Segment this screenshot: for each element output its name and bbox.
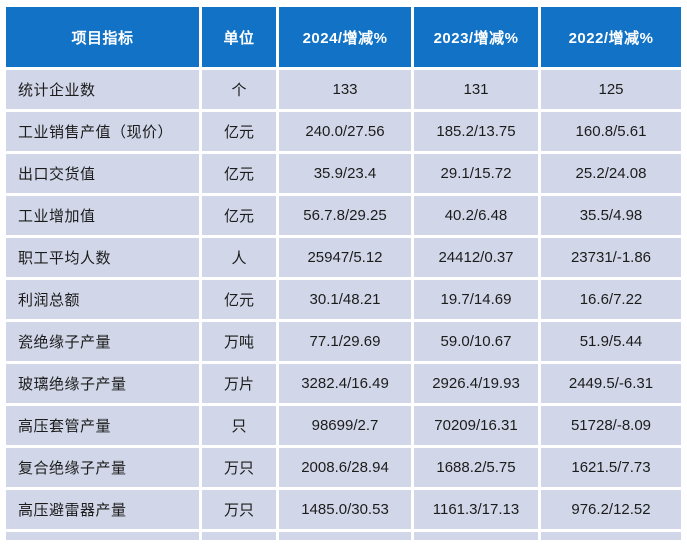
value-cell-2022: 2449.5/-6.31: [541, 364, 681, 403]
unit-cell: 万吨: [202, 322, 276, 361]
value-cell-2023: 40.2/6.48: [414, 196, 538, 235]
unit-cell: 亿元: [202, 196, 276, 235]
value-cell-2024: 25947/5.12: [279, 238, 411, 277]
value-cell-2022: 160.8/5.61: [541, 112, 681, 151]
header-row: 项目指标 单位 2024/增减% 2023/增减% 2022/增减%: [6, 7, 681, 67]
table-row: 工业增加值 亿元 56.7.8/29.25 40.2/6.48 35.5/4.9…: [6, 196, 681, 235]
column-header-2022: 2022/增减%: [541, 7, 681, 67]
unit-cell: 只: [202, 406, 276, 445]
value-cell-2022: 976.2/12.52: [541, 490, 681, 529]
indicator-cell: 工业销售产值（现价）: [6, 112, 199, 151]
value-cell-2022: 25.2/24.08: [541, 154, 681, 193]
unit-cell: 万只: [202, 448, 276, 487]
partial-cell: [202, 532, 276, 540]
value-cell-2022: 51.9/5.44: [541, 322, 681, 361]
value-cell-2023: 24412/0.37: [414, 238, 538, 277]
partial-cutoff-row: [6, 532, 681, 540]
value-cell-2022: 51728/-8.09: [541, 406, 681, 445]
value-cell-2022: 35.5/4.98: [541, 196, 681, 235]
value-cell-2023: 29.1/15.72: [414, 154, 538, 193]
indicator-cell: 高压套管产量: [6, 406, 199, 445]
table-row: 玻璃绝缘子产量 万片 3282.4/16.49 2926.4/19.93 244…: [6, 364, 681, 403]
partial-cell: [541, 532, 681, 540]
value-cell-2024: 35.9/23.4: [279, 154, 411, 193]
value-cell-2024: 2008.6/28.94: [279, 448, 411, 487]
value-cell-2024: 56.7.8/29.25: [279, 196, 411, 235]
value-cell-2024: 30.1/48.21: [279, 280, 411, 319]
value-cell-2023: 19.7/14.69: [414, 280, 538, 319]
value-cell-2023: 1688.2/5.75: [414, 448, 538, 487]
unit-cell: 万片: [202, 364, 276, 403]
partial-cell: [6, 532, 199, 540]
value-cell-2023: 59.0/10.67: [414, 322, 538, 361]
indicator-cell: 高压避雷器产量: [6, 490, 199, 529]
table-row: 出口交货值 亿元 35.9/23.4 29.1/15.72 25.2/24.08: [6, 154, 681, 193]
indicator-cell: 统计企业数: [6, 70, 199, 109]
table-row: 复合绝缘子产量 万只 2008.6/28.94 1688.2/5.75 1621…: [6, 448, 681, 487]
table-row: 瓷绝缘子产量 万吨 77.1/29.69 59.0/10.67 51.9/5.4…: [6, 322, 681, 361]
value-cell-2023: 70209/16.31: [414, 406, 538, 445]
value-cell-2023: 1161.3/17.13: [414, 490, 538, 529]
value-cell-2024: 1485.0/30.53: [279, 490, 411, 529]
indicator-cell: 瓷绝缘子产量: [6, 322, 199, 361]
partial-cell: [414, 532, 538, 540]
indicators-table: 项目指标 单位 2024/增减% 2023/增减% 2022/增减% 统计企业数…: [3, 4, 684, 543]
indicator-cell: 出口交货值: [6, 154, 199, 193]
value-cell-2023: 2926.4/19.93: [414, 364, 538, 403]
unit-cell: 万只: [202, 490, 276, 529]
value-cell-2022: 23731/-1.86: [541, 238, 681, 277]
table-row: 工业销售产值（现价） 亿元 240.0/27.56 185.2/13.75 16…: [6, 112, 681, 151]
table-row: 高压套管产量 只 98699/2.7 70209/16.31 51728/-8.…: [6, 406, 681, 445]
value-cell-2024: 3282.4/16.49: [279, 364, 411, 403]
value-cell-2024: 77.1/29.69: [279, 322, 411, 361]
indicator-cell: 复合绝缘子产量: [6, 448, 199, 487]
value-cell-2023: 185.2/13.75: [414, 112, 538, 151]
unit-cell: 亿元: [202, 112, 276, 151]
column-header-indicator: 项目指标: [6, 7, 199, 67]
value-cell-2024: 133: [279, 70, 411, 109]
indicator-cell: 玻璃绝缘子产量: [6, 364, 199, 403]
value-cell-2024: 98699/2.7: [279, 406, 411, 445]
value-cell-2022: 1621.5/7.73: [541, 448, 681, 487]
table-row: 高压避雷器产量 万只 1485.0/30.53 1161.3/17.13 976…: [6, 490, 681, 529]
table-row: 统计企业数 个 133 131 125: [6, 70, 681, 109]
unit-cell: 亿元: [202, 154, 276, 193]
value-cell-2024: 240.0/27.56: [279, 112, 411, 151]
column-header-2023: 2023/增减%: [414, 7, 538, 67]
column-header-2024: 2024/增减%: [279, 7, 411, 67]
indicator-cell: 职工平均人数: [6, 238, 199, 277]
value-cell-2022: 16.6/7.22: [541, 280, 681, 319]
indicator-cell: 利润总额: [6, 280, 199, 319]
unit-cell: 人: [202, 238, 276, 277]
table-row: 利润总额 亿元 30.1/48.21 19.7/14.69 16.6/7.22: [6, 280, 681, 319]
indicator-cell: 工业增加值: [6, 196, 199, 235]
value-cell-2022: 125: [541, 70, 681, 109]
partial-cell: [279, 532, 411, 540]
unit-cell: 亿元: [202, 280, 276, 319]
value-cell-2023: 131: [414, 70, 538, 109]
unit-cell: 个: [202, 70, 276, 109]
table-row: 职工平均人数 人 25947/5.12 24412/0.37 23731/-1.…: [6, 238, 681, 277]
column-header-unit: 单位: [202, 7, 276, 67]
